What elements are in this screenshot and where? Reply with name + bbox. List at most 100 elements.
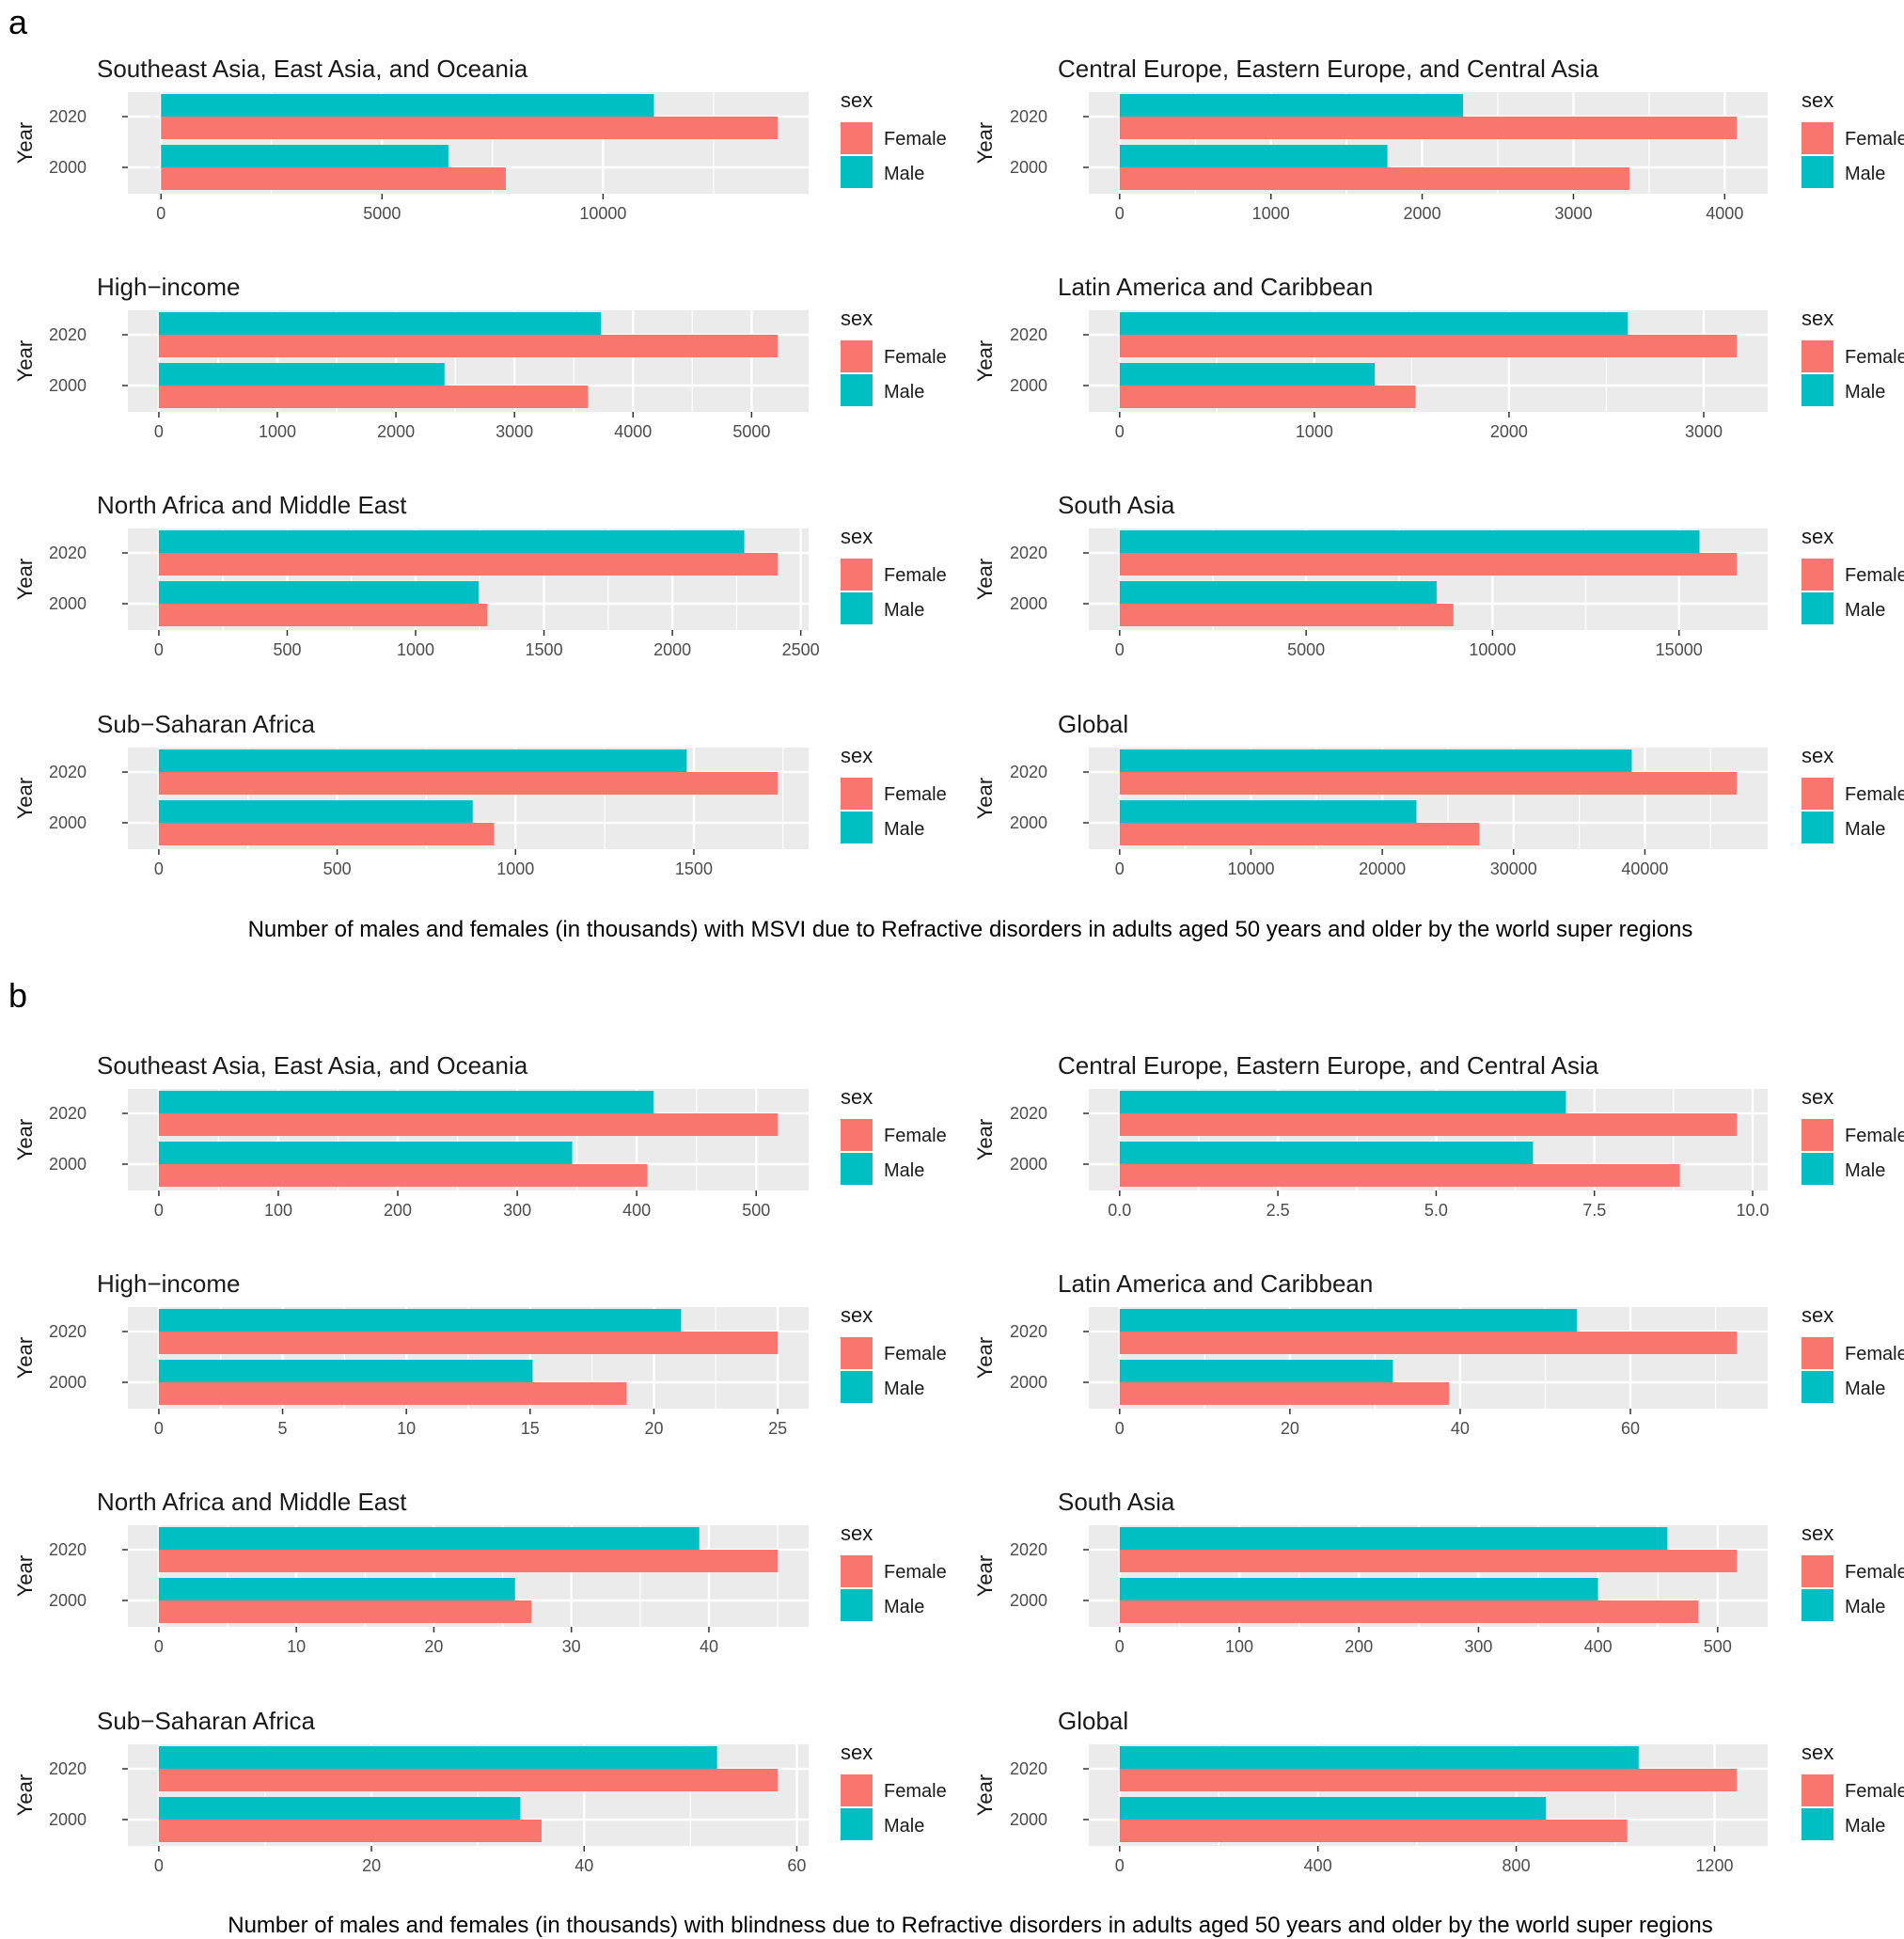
panel-title: Southeast Asia, East Asia, and Oceania	[97, 1051, 528, 1080]
x-tick-label: 30	[562, 1637, 581, 1656]
y-tick-label: 2020	[1010, 325, 1047, 344]
bar-female-2020	[1119, 335, 1738, 357]
legend-title: sex	[841, 1521, 873, 1545]
legend-label-female: Female	[1845, 565, 1904, 586]
y-tick-label: 2020	[49, 544, 87, 562]
legend-label-female: Female	[1845, 129, 1904, 150]
x-tick-label: 2000	[653, 640, 691, 659]
x-tick-label: 400	[1304, 1856, 1332, 1875]
bar-female-2020	[158, 1550, 779, 1572]
bar-male-2000	[1119, 1360, 1393, 1382]
legend-swatch-female	[841, 340, 873, 372]
x-tick-label: 2000	[1404, 204, 1441, 223]
bar-male-2000	[158, 363, 445, 386]
legend-swatch-male	[1802, 1153, 1833, 1185]
x-tick-label: 15	[521, 1419, 540, 1438]
y-tick-label: 2000	[49, 813, 87, 832]
panel-title: High−income	[97, 1269, 240, 1298]
x-tick-label: 60	[1621, 1419, 1640, 1438]
legend-swatch-male	[1802, 1371, 1833, 1403]
panel-title: Global	[1058, 710, 1128, 738]
bar-male-2020	[158, 530, 745, 553]
x-tick-label: 2000	[377, 422, 415, 441]
y-axis-label: Year	[973, 340, 997, 382]
y-tick-label: 2020	[49, 763, 87, 781]
x-tick-label: 2.5	[1267, 1201, 1290, 1220]
figure-a-caption: Number of males and females (in thousand…	[248, 917, 1693, 942]
legend-swatch-male	[1802, 156, 1833, 188]
x-tick-label: 10000	[579, 204, 626, 223]
x-tick-label: 5000	[363, 204, 401, 223]
panel-title: Southeast Asia, East Asia, and Oceania	[97, 55, 528, 83]
x-tick-label: 2500	[782, 640, 820, 659]
x-tick-label: 10	[397, 1419, 416, 1438]
panel-title: South Asia	[1058, 491, 1175, 519]
x-tick-label: 1000	[1252, 204, 1290, 223]
bar-female-2000	[1119, 1164, 1680, 1187]
bar-female-2020	[158, 553, 779, 575]
x-tick-label: 400	[1584, 1637, 1613, 1656]
panel-title: High−income	[97, 273, 240, 301]
x-tick-label: 500	[742, 1201, 770, 1220]
panel-a-1: Central Europe, Eastern Europe, and Cent…	[973, 55, 1904, 223]
panel-b-0: Southeast Asia, East Asia, and Oceania 0 1…	[13, 1051, 947, 1220]
x-tick-label: 10000	[1227, 859, 1274, 878]
panel-title: Sub−Saharan Africa	[97, 710, 316, 738]
legend-label-male: Male	[1845, 164, 1885, 184]
legend-swatch-male	[1802, 812, 1833, 843]
x-tick-label: 0	[1115, 859, 1125, 878]
panel-title: North Africa and Middle East	[97, 491, 407, 519]
x-tick-label: 0	[1115, 640, 1125, 659]
bar-female-2020	[1119, 772, 1738, 795]
bar-male-2000	[158, 581, 479, 604]
y-axis-label: Year	[973, 1555, 997, 1597]
legend-swatch-male	[841, 812, 873, 843]
x-tick-label: 1000	[259, 422, 296, 441]
panel-b-5: South Asia 0 100 200 300 400 500 2020 2000 Year se…	[973, 1488, 1904, 1656]
y-axis-label: Year	[973, 778, 997, 819]
bar-male-2000	[1119, 1142, 1534, 1164]
panels-group: Southeast Asia, East Asia, and Oceania 0 5…	[13, 55, 1904, 1875]
x-tick-label: 800	[1503, 1856, 1531, 1875]
y-tick-label: 2020	[1010, 1322, 1047, 1341]
y-tick-label: 2000	[49, 376, 87, 395]
x-tick-label: 25	[768, 1419, 787, 1438]
bar-male-2020	[1119, 1527, 1668, 1550]
bar-female-2020	[158, 1332, 779, 1354]
bar-female-2020	[158, 335, 779, 357]
x-tick-label: 100	[1225, 1637, 1253, 1656]
x-tick-label: 0	[1115, 204, 1125, 223]
x-tick-label: 10.0	[1736, 1201, 1769, 1220]
legend-swatch-female	[1802, 1337, 1833, 1369]
x-tick-label: 1000	[1296, 422, 1333, 441]
bar-male-2000	[158, 1360, 533, 1382]
bar-male-2020	[1119, 312, 1629, 335]
x-tick-label: 0	[154, 422, 164, 441]
legend-title: sex	[1802, 88, 1833, 112]
legend-label-male: Male	[884, 1379, 924, 1399]
y-tick-label: 2000	[49, 1155, 87, 1174]
x-tick-label: 40000	[1621, 859, 1668, 878]
legend-label-male: Male	[1845, 819, 1885, 840]
x-tick-label: 1500	[675, 859, 713, 878]
legend-swatch-female	[841, 778, 873, 810]
bar-male-2020	[158, 312, 602, 335]
x-tick-label: 20	[1281, 1419, 1299, 1438]
y-tick-label: 2000	[49, 594, 87, 613]
bar-female-2020	[1119, 1332, 1738, 1354]
y-axis-label: Year	[13, 1119, 37, 1160]
y-tick-label: 2020	[49, 1759, 87, 1778]
y-tick-label: 2020	[1010, 763, 1047, 781]
bar-female-2020	[1119, 117, 1738, 139]
y-tick-label: 2000	[1010, 1373, 1047, 1392]
bar-male-2000	[1119, 1797, 1547, 1820]
y-tick-label: 2000	[49, 1810, 87, 1829]
y-tick-label: 2020	[1010, 1759, 1047, 1778]
figure-b-letter: b	[8, 976, 27, 1015]
legend-swatch-male	[1802, 1808, 1833, 1840]
bar-male-2000	[1119, 1578, 1598, 1600]
y-tick-label: 2020	[1010, 1104, 1047, 1123]
legend-swatch-female	[1802, 778, 1833, 810]
bar-female-2000	[1119, 604, 1454, 626]
